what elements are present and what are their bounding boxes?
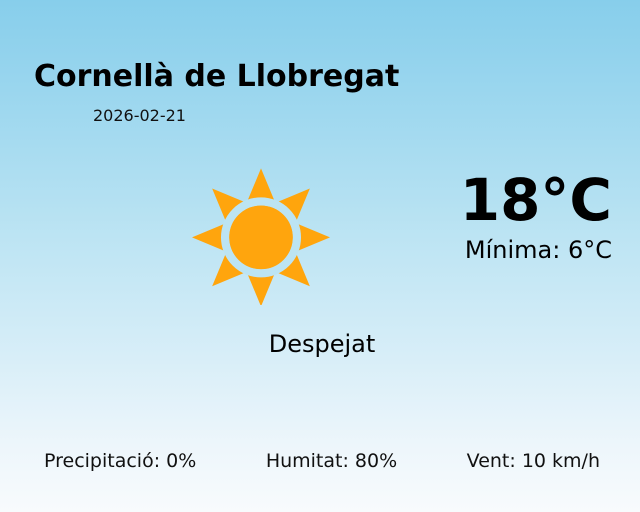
- temperature-block: 18°C Mínima: 6°C: [460, 168, 612, 265]
- condition-row: Despejat: [0, 332, 640, 356]
- forecast-date: 2026-02-21: [93, 106, 186, 125]
- page-title: Cornellà de Llobregat: [34, 59, 400, 94]
- stat-wind: Vent: 10 km/h: [466, 449, 600, 472]
- sun-icon: [192, 167, 330, 305]
- temperature-min: Mínima: 6°C: [464, 235, 612, 264]
- stat-precipitation: Precipitació: 0%: [44, 449, 197, 472]
- stat-humidity: Humitat: 80%: [265, 449, 398, 472]
- stats-row: Precipitació: 0% Humitat: 80% Vent: 10 k…: [44, 448, 600, 474]
- condition-label: Despejat: [268, 330, 376, 358]
- temperature-current: 18°C: [459, 166, 612, 234]
